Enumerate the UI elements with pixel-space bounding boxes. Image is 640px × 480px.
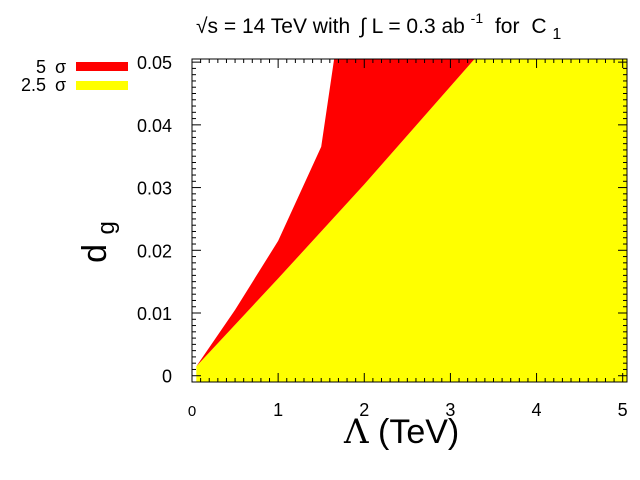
x-axis-label: Λ (TeV) xyxy=(343,412,459,452)
title-integral-symbol: ∫ xyxy=(359,15,367,38)
plot-area xyxy=(196,59,627,382)
x-tick-label: 4 xyxy=(532,400,542,420)
y-tick-label: 0.02 xyxy=(137,241,172,261)
y-tick-label: 0.01 xyxy=(137,304,172,324)
region-2-5-sigma xyxy=(196,59,627,382)
y-tick-label: 0 xyxy=(162,367,172,387)
region-5-sigma xyxy=(196,59,475,367)
x-tick-label: 2 xyxy=(359,400,369,420)
legend-swatch-2-5-sigma xyxy=(76,81,128,90)
y-tick-label: 0.03 xyxy=(137,179,172,199)
legend-sigma-symbol-2-5: σ xyxy=(55,75,66,95)
title-energy: √s = 14 TeV with xyxy=(196,15,350,38)
legend-sigma-symbol-5: σ xyxy=(55,57,66,77)
x-axis-label-units: (TeV) xyxy=(378,413,459,451)
y-tick-label: 0.05 xyxy=(137,53,172,73)
y-axis-label-base: d xyxy=(76,244,114,263)
legend: 5 σ 2.5 σ xyxy=(21,57,128,95)
plot-frame xyxy=(191,58,628,383)
legend-label-2-5-sigma: 2.5 xyxy=(21,75,46,95)
y-tick-label: 0.04 xyxy=(137,116,172,136)
title-luminosity-exponent: -1 xyxy=(471,10,484,26)
x-tick-label: 3 xyxy=(445,400,455,420)
title-coefficient-subscript: 1 xyxy=(552,26,561,43)
y-tick-labels: 0 0.01 0.02 0.03 0.04 0.05 xyxy=(137,53,172,387)
legend-swatch-5-sigma xyxy=(76,62,128,71)
axes xyxy=(191,58,628,383)
y-axis-label: d g xyxy=(76,221,120,263)
x-tick-labels: 0 1 2 3 4 5 xyxy=(188,400,628,420)
legend-label-5-sigma: 5 xyxy=(36,57,46,77)
y-axis-label-subscript: g xyxy=(93,221,120,234)
chart-title: √s = 14 TeV with ∫ L = 0.3 ab -1 for C 1 xyxy=(196,5,561,43)
x-tick-label: 0 xyxy=(188,403,196,420)
x-axis-label-symbol: Λ xyxy=(343,412,369,452)
x-tick-label: 1 xyxy=(273,400,283,420)
title-for: for xyxy=(495,15,520,38)
title-luminosity: L = 0.3 ab xyxy=(372,15,465,38)
title-coefficient: C xyxy=(531,15,546,38)
x-tick-label: 5 xyxy=(618,400,628,420)
